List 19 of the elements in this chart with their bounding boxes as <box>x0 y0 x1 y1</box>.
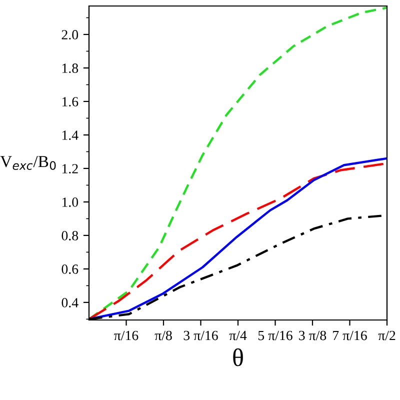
x-tick-label: π/16 <box>114 330 138 340</box>
y-tick-label: 2.0 <box>62 30 78 40</box>
y-tick-label: 1.4 <box>62 130 78 140</box>
x-tick-label: 7 π/16 <box>333 330 367 340</box>
y-tick-label: 0.6 <box>62 264 78 274</box>
y-tick-label: 1.8 <box>62 64 78 73</box>
y-axis-title: V$_{exc}$/B$_{0}$ <box>0 156 56 170</box>
y-tick-label: 1.0 <box>62 198 78 207</box>
x-axis-title: θ <box>233 348 243 366</box>
x-tick-label: 3 π/8 <box>299 330 326 340</box>
x-tick-label: π/2 <box>378 330 396 340</box>
y-tick-label: 1.6 <box>62 97 78 106</box>
y-tick-label: 0.8 <box>62 231 78 240</box>
x-tick-label: 3 π/16 <box>184 330 218 340</box>
y-tick-label: 1.2 <box>62 164 78 174</box>
x-tick-label: π/8 <box>154 330 172 340</box>
x-tick-label: 5 π/16 <box>258 330 292 340</box>
y-tick-label: 0.4 <box>62 298 78 308</box>
x-tick-label: π/4 <box>229 330 247 340</box>
